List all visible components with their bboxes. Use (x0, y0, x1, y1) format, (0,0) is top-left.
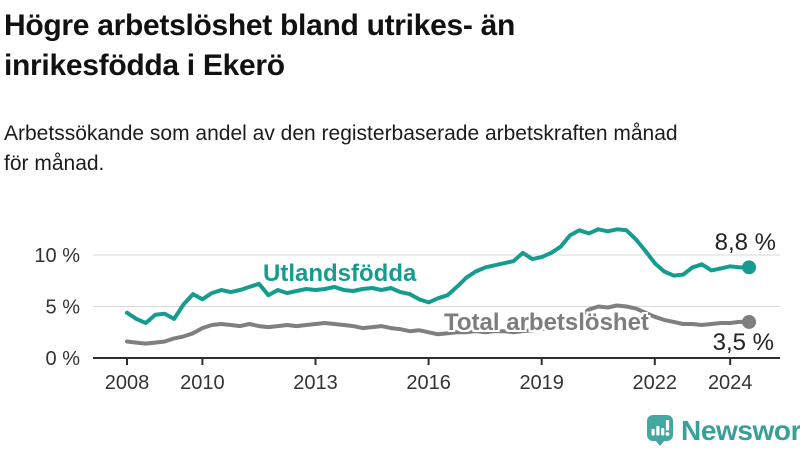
newsworthy-logo-icon (647, 415, 673, 446)
svg-text:2016: 2016 (406, 372, 451, 394)
end-value-total-arbetsloshet: 3,5 % (712, 329, 774, 356)
series-label-utlandsfodda: Utlandsfödda (263, 260, 417, 287)
svg-text:2013: 2013 (293, 372, 338, 394)
svg-text:2019: 2019 (519, 372, 564, 394)
svg-text:2008: 2008 (105, 372, 150, 394)
newsworthy-logo[interactable]: Newsworthy (646, 414, 800, 447)
unemployment-line-chart: 0 % 5 % 10 % 2008 2010 2013 2016 2019 2022 2024 (34, 227, 780, 394)
svg-text:2022: 2022 (633, 372, 678, 394)
chart-header: Högre arbetslöshet bland utrikes- än inr… (4, 6, 784, 179)
svg-text:10 %: 10 % (34, 245, 80, 267)
svg-text:5 %: 5 % (46, 297, 81, 319)
svg-text:2024: 2024 (708, 372, 753, 394)
newsworthy-logo-text: Newsworthy (681, 415, 800, 446)
end-value-utlandsfodda: 8,8 % (714, 229, 776, 256)
svg-text:0 %: 0 % (46, 348, 81, 370)
svg-text:2010: 2010 (180, 372, 225, 394)
page-title: Högre arbetslöshet bland utrikes- än inr… (4, 9, 515, 82)
series-label-total-arbetsloshet: Total arbetslöshet (444, 309, 649, 336)
page-subtitle: Arbetssökande som andel av den registerb… (4, 122, 678, 175)
